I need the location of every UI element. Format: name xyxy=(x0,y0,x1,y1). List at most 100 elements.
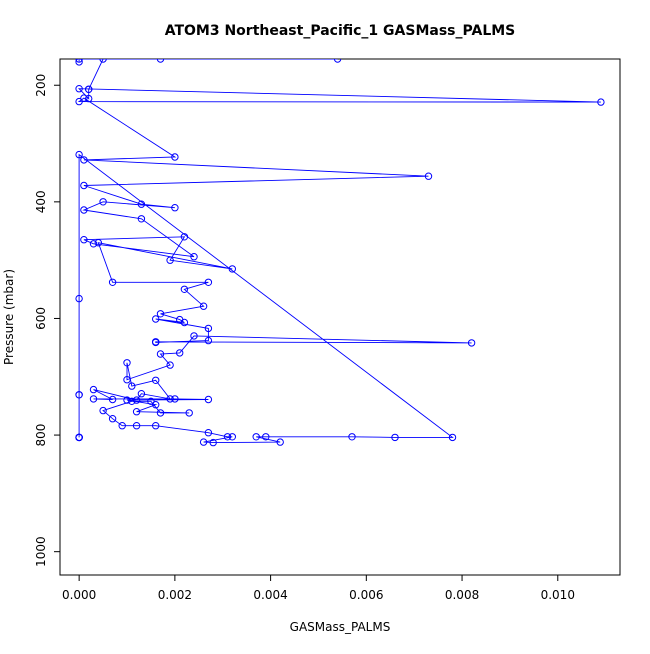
y-axis-label: Pressure (mbar) xyxy=(2,269,16,365)
data-point xyxy=(204,336,213,345)
data-point xyxy=(152,401,160,409)
data-point xyxy=(597,98,605,106)
data-point xyxy=(80,156,88,164)
x-tick-label: 0.006 xyxy=(349,588,383,602)
data-point xyxy=(156,310,165,318)
data-point xyxy=(348,433,356,441)
data-point xyxy=(171,395,179,403)
data-point xyxy=(185,409,193,417)
data-point xyxy=(137,390,146,398)
data-point xyxy=(166,361,174,369)
data-point xyxy=(89,395,98,403)
data-point xyxy=(132,408,141,416)
x-tick-label: 0.010 xyxy=(541,588,575,602)
data-point xyxy=(176,315,184,324)
data-point xyxy=(199,302,208,310)
data-point xyxy=(152,338,160,347)
data-point xyxy=(448,433,457,442)
data-point xyxy=(80,206,88,214)
data-point xyxy=(147,397,155,405)
data-point xyxy=(75,150,83,159)
y-tick-label: 1000 xyxy=(34,536,48,567)
x-tick-label: 0.002 xyxy=(158,588,192,602)
plot-frame xyxy=(59,58,621,576)
data-point xyxy=(391,433,399,442)
data-point xyxy=(75,433,83,442)
data-point xyxy=(228,433,237,441)
data-point xyxy=(108,278,117,286)
data-point xyxy=(180,233,189,241)
data-point xyxy=(276,438,284,446)
data-point xyxy=(108,415,117,423)
data-point xyxy=(137,200,146,208)
data-point xyxy=(176,349,184,357)
data-point xyxy=(75,97,83,106)
data-point xyxy=(75,85,83,93)
x-tick-label: 0.008 xyxy=(445,588,479,602)
data-point xyxy=(132,396,141,404)
data-point xyxy=(190,253,198,261)
data-point xyxy=(156,350,165,358)
data-point xyxy=(156,59,165,63)
data-point xyxy=(123,359,131,367)
data-point xyxy=(204,429,213,437)
data-point xyxy=(123,376,131,384)
data-point xyxy=(171,153,179,161)
data-point xyxy=(80,181,88,190)
data-point xyxy=(204,324,213,333)
data-point xyxy=(80,236,88,244)
series-line xyxy=(77,59,601,444)
data-point xyxy=(89,240,98,248)
data-point xyxy=(99,406,107,415)
x-axis: 0.000 0.002 0.004 0.006 0.008 0.010 xyxy=(62,575,575,602)
plot-area xyxy=(75,59,605,447)
y-tick-label: 600 xyxy=(34,307,48,330)
data-point xyxy=(156,409,165,417)
data-point xyxy=(204,278,213,286)
data-point xyxy=(424,172,433,180)
y-tick-label: 200 xyxy=(34,74,48,97)
data-point xyxy=(128,382,136,390)
data-point xyxy=(166,256,174,264)
y-axis: 200 400 600 800 1000 xyxy=(34,74,60,567)
data-point xyxy=(128,397,136,405)
data-point xyxy=(180,285,189,293)
data-point xyxy=(199,438,208,446)
data-point xyxy=(209,438,217,447)
data-point xyxy=(132,422,141,430)
data-point xyxy=(75,59,83,66)
y-tick-label: 800 xyxy=(34,424,48,447)
data-point xyxy=(75,294,83,303)
data-point xyxy=(166,395,174,403)
data-point xyxy=(99,198,107,206)
data-point xyxy=(123,396,131,404)
x-axis-label: GASMass_PALMS xyxy=(290,620,391,634)
x-tick-label: 0.004 xyxy=(253,588,287,602)
y-tick-label: 400 xyxy=(34,190,48,213)
data-point xyxy=(152,315,160,323)
data-point xyxy=(152,422,160,430)
data-point xyxy=(80,94,88,102)
x-tick-label: 0.000 xyxy=(62,588,96,602)
data-point xyxy=(99,59,107,63)
data-point xyxy=(108,395,117,404)
data-point xyxy=(252,433,260,441)
data-point xyxy=(94,239,103,247)
data-point xyxy=(333,59,342,63)
data-point xyxy=(152,376,160,384)
data-point xyxy=(75,59,83,63)
data-point xyxy=(262,433,270,441)
data-point xyxy=(228,265,237,273)
data-point xyxy=(85,85,93,94)
data-point xyxy=(223,433,232,441)
data-point xyxy=(204,395,213,404)
data-point xyxy=(137,215,146,223)
data-point xyxy=(85,94,93,103)
data-point xyxy=(171,204,179,212)
chart-title: ATOM3 Northeast_Pacific_1 GASMass_PALMS xyxy=(165,23,516,39)
data-point xyxy=(118,422,126,430)
data-point xyxy=(467,339,476,347)
data-point xyxy=(190,332,198,340)
